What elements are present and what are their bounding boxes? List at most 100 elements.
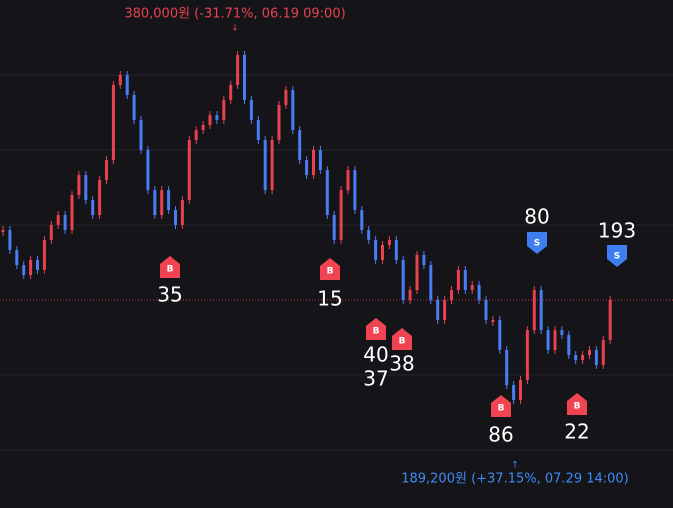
candle [187, 140, 191, 201]
trade-marker-label: 38 [389, 352, 414, 376]
trade-marker-kind: B [327, 267, 334, 277]
candle [229, 84, 233, 100]
candle [263, 140, 267, 191]
candle [236, 54, 240, 85]
trade-marker-icon [527, 232, 547, 254]
trade-marker-label: 40 [363, 343, 388, 367]
candle [70, 194, 74, 231]
trade-marker-icon [607, 245, 627, 267]
candle [49, 224, 53, 240]
candle [429, 265, 433, 300]
trade-marker-icon [491, 395, 511, 417]
candle [146, 149, 150, 191]
candle [553, 330, 557, 351]
candle [270, 140, 274, 191]
candle [98, 179, 102, 216]
candle [491, 320, 495, 323]
candle [436, 299, 440, 321]
candle [325, 170, 329, 216]
trade-marker-kind: B [498, 404, 505, 414]
candle [505, 350, 509, 386]
candle [387, 239, 391, 246]
candle [588, 350, 591, 356]
candle [118, 74, 122, 85]
candle [298, 130, 302, 161]
candle [346, 170, 350, 191]
candle [546, 330, 550, 351]
candle [539, 290, 543, 331]
trade-marker-kind: B [399, 337, 406, 347]
trade-marker-kind: B [373, 327, 380, 337]
candle [111, 84, 115, 161]
candle [532, 290, 536, 331]
candle [22, 265, 26, 276]
price-annotation: 189,200원 (+37.15%, 07.29 14:00) [401, 472, 629, 487]
candle [208, 115, 212, 126]
candle [601, 340, 605, 365]
candle [105, 160, 108, 180]
trade-marker-label: 80 [524, 205, 549, 229]
candle [1, 230, 5, 233]
background-grid [0, 74, 673, 451]
trade-marker-label: 193 [598, 219, 636, 243]
candle [560, 330, 564, 336]
candle [153, 190, 157, 216]
candle [291, 89, 295, 131]
candle [608, 299, 612, 341]
candle [29, 260, 33, 276]
candle [401, 260, 405, 300]
candle [277, 104, 281, 141]
candle [132, 95, 136, 120]
trade-marker-kind: B [574, 402, 581, 412]
candle [581, 355, 585, 361]
trade-marker-icon [320, 258, 340, 280]
trade-marker-label: 86 [488, 423, 513, 447]
trade-marker-icon [392, 328, 412, 350]
candle [305, 160, 309, 176]
candle [477, 284, 481, 300]
trade-marker-label: 37 [363, 367, 388, 391]
candle [339, 190, 343, 240]
candle [167, 190, 171, 210]
candle [8, 230, 12, 251]
candle [374, 239, 378, 261]
annotation-arrow: ↑ [511, 461, 519, 471]
candle [180, 200, 184, 225]
candle [519, 379, 522, 401]
candle [194, 130, 198, 141]
trade-marker-icon [366, 318, 386, 340]
candle [284, 89, 288, 105]
candle [222, 99, 226, 120]
trade-marker-kind: S [614, 252, 620, 262]
candle [567, 335, 571, 356]
candle [594, 350, 598, 365]
candle [512, 385, 516, 401]
candle [394, 239, 398, 261]
candle [484, 299, 488, 321]
candle [525, 330, 529, 380]
price-annotation: 380,000원 (-31.71%, 06.19 09:00) [124, 7, 345, 22]
candle [42, 239, 46, 270]
candle [450, 290, 453, 300]
candle [243, 54, 246, 100]
candle [408, 290, 412, 300]
candle [125, 74, 129, 96]
candle [215, 115, 219, 120]
candle [56, 215, 60, 225]
candle [463, 269, 467, 291]
trade-marker-icon [160, 256, 180, 278]
candle [367, 230, 371, 240]
candle [91, 200, 95, 216]
candle [470, 284, 474, 291]
candle [15, 250, 19, 266]
candle [63, 215, 67, 231]
trade-marker-label: 35 [157, 283, 182, 307]
candle [312, 149, 315, 176]
trade-marker-label: 15 [317, 287, 342, 311]
annotation-arrow: ↓ [231, 24, 239, 34]
candle [174, 209, 177, 225]
candle [139, 119, 143, 150]
candle [332, 215, 336, 240]
candle [201, 125, 205, 131]
